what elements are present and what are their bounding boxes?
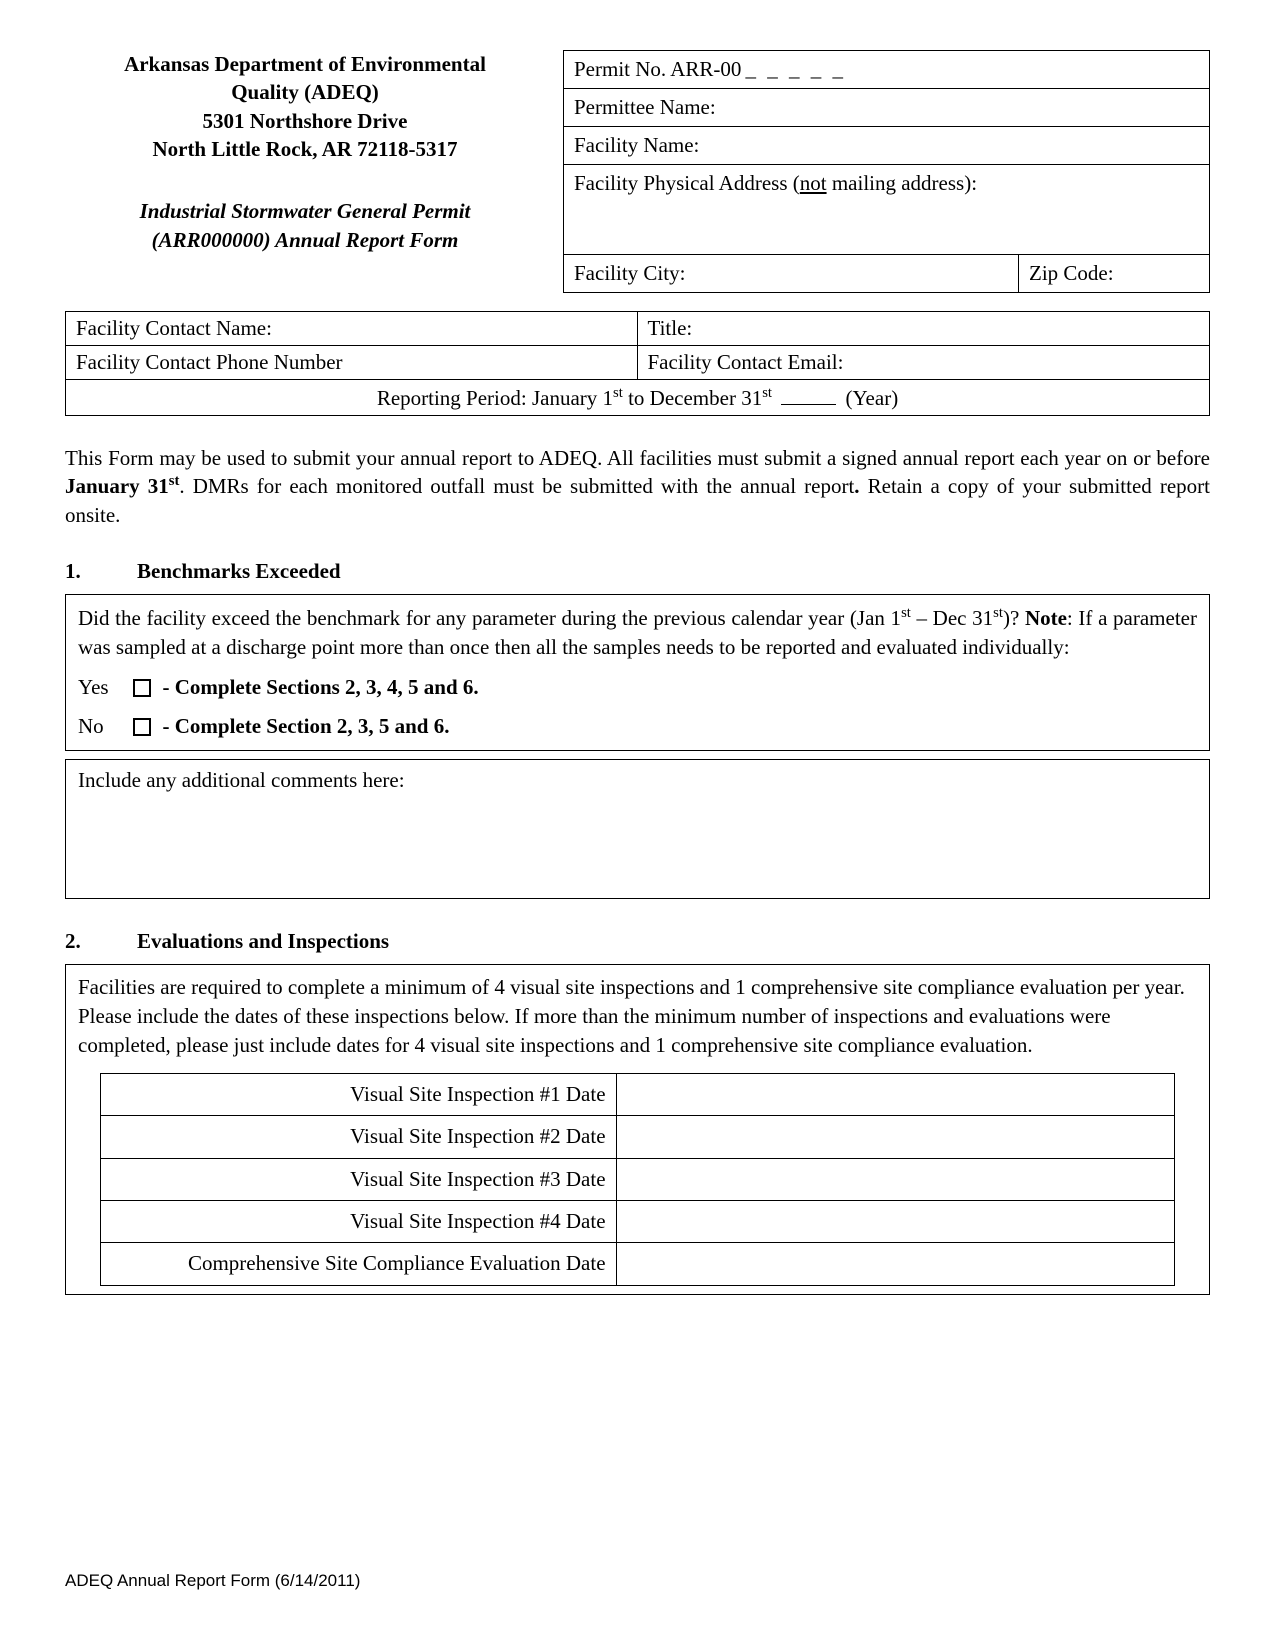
insp-1-label: Visual Site Inspection #1 Date (101, 1073, 616, 1115)
reporting-post: (Year) (840, 386, 898, 410)
form-title-1: Industrial Stormwater General Permit (65, 197, 545, 225)
contact-table: Facility Contact Name: Title: Facility C… (65, 311, 1210, 416)
contact-phone-label: Facility Contact Phone Number (76, 350, 343, 374)
comp-eval-date[interactable] (616, 1243, 1174, 1285)
comp-eval-label: Comprehensive Site Compliance Evaluation… (101, 1243, 616, 1285)
no-row: No - Complete Section 2, 3, 5 and 6. (78, 712, 1197, 741)
insp-2-label: Visual Site Inspection #2 Date (101, 1116, 616, 1158)
permit-info-table: Permit No. ARR-00 _ _ _ _ _ Permittee Na… (563, 50, 1210, 293)
facility-address-label: Facility Physical Address (not mailing a… (574, 171, 977, 196)
intro-paragraph: This Form may be used to submit your ann… (65, 444, 1210, 529)
agency-line-3: 5301 Northshore Drive (65, 107, 545, 135)
section-1-box: Did the facility exceed the benchmark fo… (65, 594, 1210, 751)
permit-no-row[interactable]: Permit No. ARR-00 _ _ _ _ _ (564, 51, 1209, 89)
reporting-mid: to December 31 (623, 386, 762, 410)
no-instr: - Complete Section 2, 3, 5 and 6. (163, 714, 450, 738)
reporting-pre: Reporting Period: January 1 (377, 386, 613, 410)
yes-row: Yes - Complete Sections 2, 3, 4, 5 and 6… (78, 673, 1197, 702)
inspection-table: Visual Site Inspection #1 Date Visual Si… (100, 1073, 1174, 1286)
contact-row-1: Facility Contact Name: Title: (66, 312, 1209, 346)
form-title-2: (ARR000000) Annual Report Form (65, 226, 545, 254)
zip-code-cell[interactable]: Zip Code: (1019, 255, 1209, 292)
no-checkbox[interactable] (133, 718, 151, 736)
city-zip-row: Facility City: Zip Code: (564, 255, 1209, 292)
contact-name-cell[interactable]: Facility Contact Name: (66, 312, 638, 345)
comments-box[interactable]: Include any additional comments here: (65, 759, 1210, 899)
facility-city-label: Facility City: (574, 261, 685, 285)
no-label: No (78, 712, 118, 741)
contact-email-label: Facility Contact Email: (648, 350, 844, 374)
table-row: Visual Site Inspection #4 Date (101, 1200, 1174, 1242)
insp-4-date[interactable] (616, 1200, 1174, 1242)
permit-no-blanks: _ _ _ _ _ (745, 57, 846, 82)
contact-title-label: Title: (648, 316, 693, 340)
contact-title-cell[interactable]: Title: (638, 312, 1210, 345)
permittee-name-row[interactable]: Permittee Name: (564, 89, 1209, 127)
year-blank[interactable] (781, 384, 836, 405)
permittee-name-label: Permittee Name: (574, 95, 716, 120)
table-row: Visual Site Inspection #2 Date (101, 1116, 1174, 1158)
permit-no-label: Permit No. ARR-00 (574, 57, 741, 82)
section-2-box: Facilities are required to complete a mi… (65, 964, 1210, 1295)
facility-address-row[interactable]: Facility Physical Address (not mailing a… (564, 165, 1209, 255)
facility-name-row[interactable]: Facility Name: (564, 127, 1209, 165)
section-1-num: 1. (65, 559, 137, 584)
insp-3-label: Visual Site Inspection #3 Date (101, 1158, 616, 1200)
section-2-num: 2. (65, 929, 137, 954)
insp-2-date[interactable] (616, 1116, 1174, 1158)
contact-name-label: Facility Contact Name: (76, 316, 272, 340)
agency-header: Arkansas Department of Environmental Qua… (65, 50, 545, 254)
yes-instr: - Complete Sections 2, 3, 4, 5 and 6. (163, 675, 479, 699)
facility-city-cell[interactable]: Facility City: (564, 255, 1019, 292)
contact-row-2: Facility Contact Phone Number Facility C… (66, 346, 1209, 380)
contact-email-cell[interactable]: Facility Contact Email: (638, 346, 1210, 379)
yes-checkbox[interactable] (133, 679, 151, 697)
insp-1-date[interactable] (616, 1073, 1174, 1115)
comments-label: Include any additional comments here: (78, 768, 405, 792)
agency-line-1: Arkansas Department of Environmental (65, 50, 545, 78)
section-2-intro: Facilities are required to complete a mi… (78, 973, 1197, 1061)
section-1-question: Did the facility exceed the benchmark fo… (78, 603, 1197, 663)
page: Arkansas Department of Environmental Qua… (0, 0, 1275, 1651)
agency-line-4: North Little Rock, AR 72118-5317 (65, 135, 545, 163)
header-row: Arkansas Department of Environmental Qua… (65, 50, 1210, 293)
table-row: Comprehensive Site Compliance Evaluation… (101, 1243, 1174, 1285)
section-2-heading: 2.Evaluations and Inspections (65, 929, 1210, 954)
yes-label: Yes (78, 673, 118, 702)
section-2-title: Evaluations and Inspections (137, 929, 389, 953)
insp-4-label: Visual Site Inspection #4 Date (101, 1200, 616, 1242)
reporting-period-row: Reporting Period: January 1st to Decembe… (66, 380, 1209, 415)
agency-line-2: Quality (ADEQ) (65, 78, 545, 106)
footer-text: ADEQ Annual Report Form (6/14/2011) (65, 1571, 360, 1591)
insp-3-date[interactable] (616, 1158, 1174, 1200)
section-1-title: Benchmarks Exceeded (137, 559, 341, 583)
contact-phone-cell[interactable]: Facility Contact Phone Number (66, 346, 638, 379)
table-row: Visual Site Inspection #1 Date (101, 1073, 1174, 1115)
zip-code-label: Zip Code: (1029, 261, 1114, 285)
facility-name-label: Facility Name: (574, 133, 699, 158)
section-1-heading: 1.Benchmarks Exceeded (65, 559, 1210, 584)
table-row: Visual Site Inspection #3 Date (101, 1158, 1174, 1200)
